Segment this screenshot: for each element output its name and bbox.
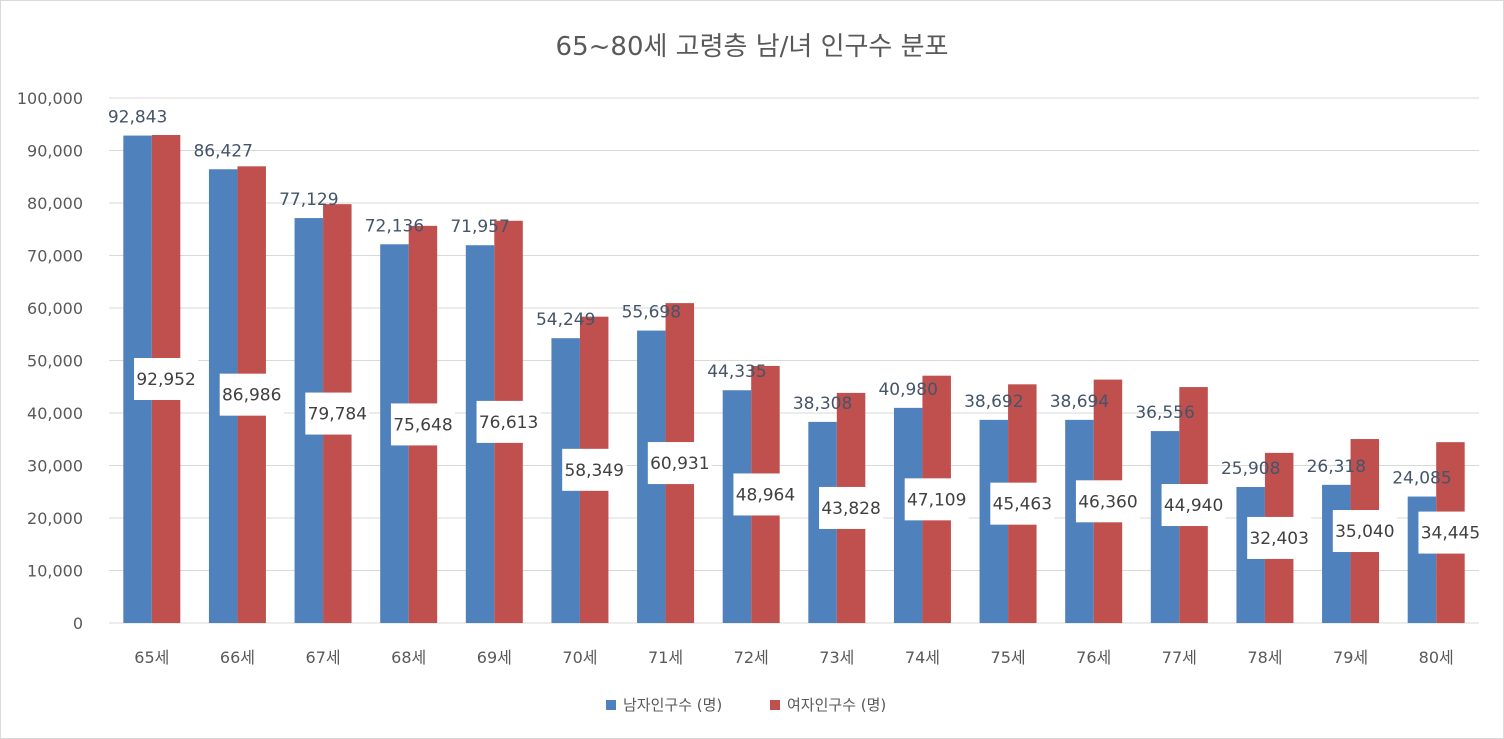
data-label-box-female (819, 486, 884, 529)
bar-male (1322, 484, 1351, 623)
data-label-female: 43,828 (821, 499, 880, 519)
x-category-label: 80세 (1419, 648, 1454, 667)
data-label-male: 36,556 (1135, 403, 1194, 423)
x-category-label: 68세 (391, 648, 426, 667)
data-label-female: 58,349 (564, 461, 623, 481)
legend-label-male: 남자인구수 (명) (623, 696, 722, 714)
data-label-box-female (733, 473, 798, 516)
data-label-box-female (1332, 510, 1397, 553)
y-tick-label: 0 (73, 614, 83, 633)
data-label-box-female (1418, 511, 1483, 554)
legend-label-female: 여자인구수 (명) (787, 696, 886, 714)
data-label-male: 25,908 (1221, 459, 1280, 479)
x-category-label: 71세 (648, 648, 683, 667)
y-tick-label: 70,000 (27, 247, 83, 266)
x-category-label: 77세 (1162, 648, 1197, 667)
chart-title: 65~80세 고령층 남/녀 인구수 분포 (556, 32, 949, 62)
data-label-male: 86,427 (193, 141, 252, 161)
bar-male (1150, 431, 1180, 623)
data-label-female: 86,986 (222, 386, 281, 406)
x-category-label: 67세 (306, 648, 341, 667)
data-label-box-female (1075, 480, 1140, 523)
data-label-box-female (562, 448, 627, 491)
data-label-female: 75,648 (393, 415, 452, 435)
x-category-label: 76세 (1076, 648, 1111, 667)
legend-swatch-male (606, 700, 616, 710)
data-label-male: 44,335 (707, 362, 766, 382)
x-category-label: 65세 (134, 648, 169, 667)
data-label-male: 71,957 (450, 217, 509, 237)
data-label-female: 60,931 (650, 454, 709, 474)
data-label-female: 47,109 (907, 490, 966, 510)
x-category-label: 72세 (734, 648, 769, 667)
data-label-male: 92,843 (108, 108, 167, 128)
x-category-label: 70세 (562, 648, 597, 667)
data-label-female: 45,463 (993, 495, 1052, 515)
x-category-label: 66세 (220, 648, 255, 667)
data-label-female: 79,784 (308, 405, 367, 425)
data-label-male: 38,694 (1050, 392, 1109, 412)
data-label-female: 34,445 (1421, 524, 1480, 544)
data-label-box-female (476, 400, 541, 443)
x-category-label: 79세 (1333, 648, 1368, 667)
y-tick-label: 80,000 (27, 194, 83, 213)
data-label-male: 40,980 (878, 380, 937, 400)
data-label-female: 46,360 (1078, 492, 1137, 512)
y-axis-tick-labels: 0 10,000 20,000 30,000 40,000 50,000 60,000 70,… (17, 89, 83, 633)
data-label-box-female (219, 373, 284, 416)
data-label-female: 48,964 (736, 485, 795, 505)
data-label-box-female (1161, 484, 1226, 527)
data-label-male: 26,318 (1307, 457, 1366, 477)
y-tick-label: 60,000 (27, 299, 83, 318)
y-tick-label: 10,000 (27, 562, 83, 581)
x-category-label: 69세 (477, 648, 512, 667)
legend-swatch-female (770, 700, 780, 710)
data-label-box-female (647, 442, 712, 485)
x-category-label: 74세 (905, 648, 940, 667)
data-label-female: 76,613 (479, 413, 538, 433)
data-label-box-female (390, 403, 455, 446)
data-label-male: 38,692 (964, 392, 1023, 412)
data-label-female: 32,403 (1249, 529, 1308, 549)
data-label-female: 35,040 (1335, 522, 1394, 542)
data-label-box-female (305, 392, 370, 435)
y-tick-label: 50,000 (27, 352, 83, 371)
x-category-label: 78세 (1247, 648, 1282, 667)
data-label-box-female (904, 478, 969, 521)
data-label-male: 38,308 (793, 394, 852, 414)
data-label-male: 77,129 (279, 190, 338, 210)
data-label-female: 92,952 (136, 370, 195, 390)
data-label-male: 55,698 (622, 303, 681, 323)
y-tick-label: 20,000 (27, 509, 83, 528)
data-label-box-female (1247, 516, 1312, 559)
data-label-male: 24,085 (1392, 469, 1451, 489)
legend: 남자인구수 (명) 여자인구수 (명) (606, 696, 886, 714)
y-tick-label: 100,000 (17, 89, 83, 108)
y-tick-label: 30,000 (27, 457, 83, 476)
y-tick-label: 40,000 (27, 404, 83, 423)
x-category-label: 75세 (991, 648, 1026, 667)
y-tick-label: 90,000 (27, 142, 83, 161)
data-labels: 92,843 92,952 86,427 86,986 77,129 79,784 72,1… (108, 108, 1483, 559)
data-label-box-female (134, 358, 199, 401)
data-label-male: 72,136 (365, 216, 424, 236)
x-category-label: 73세 (819, 648, 854, 667)
data-label-male: 54,249 (536, 310, 595, 330)
x-axis-category-labels: 65세 66세 67세 68세 69세 70세 71세 72세 73세 74세 75세 76세 77세 7… (134, 648, 1453, 667)
data-label-female: 44,940 (1164, 496, 1223, 516)
data-label-box-female (990, 482, 1055, 525)
